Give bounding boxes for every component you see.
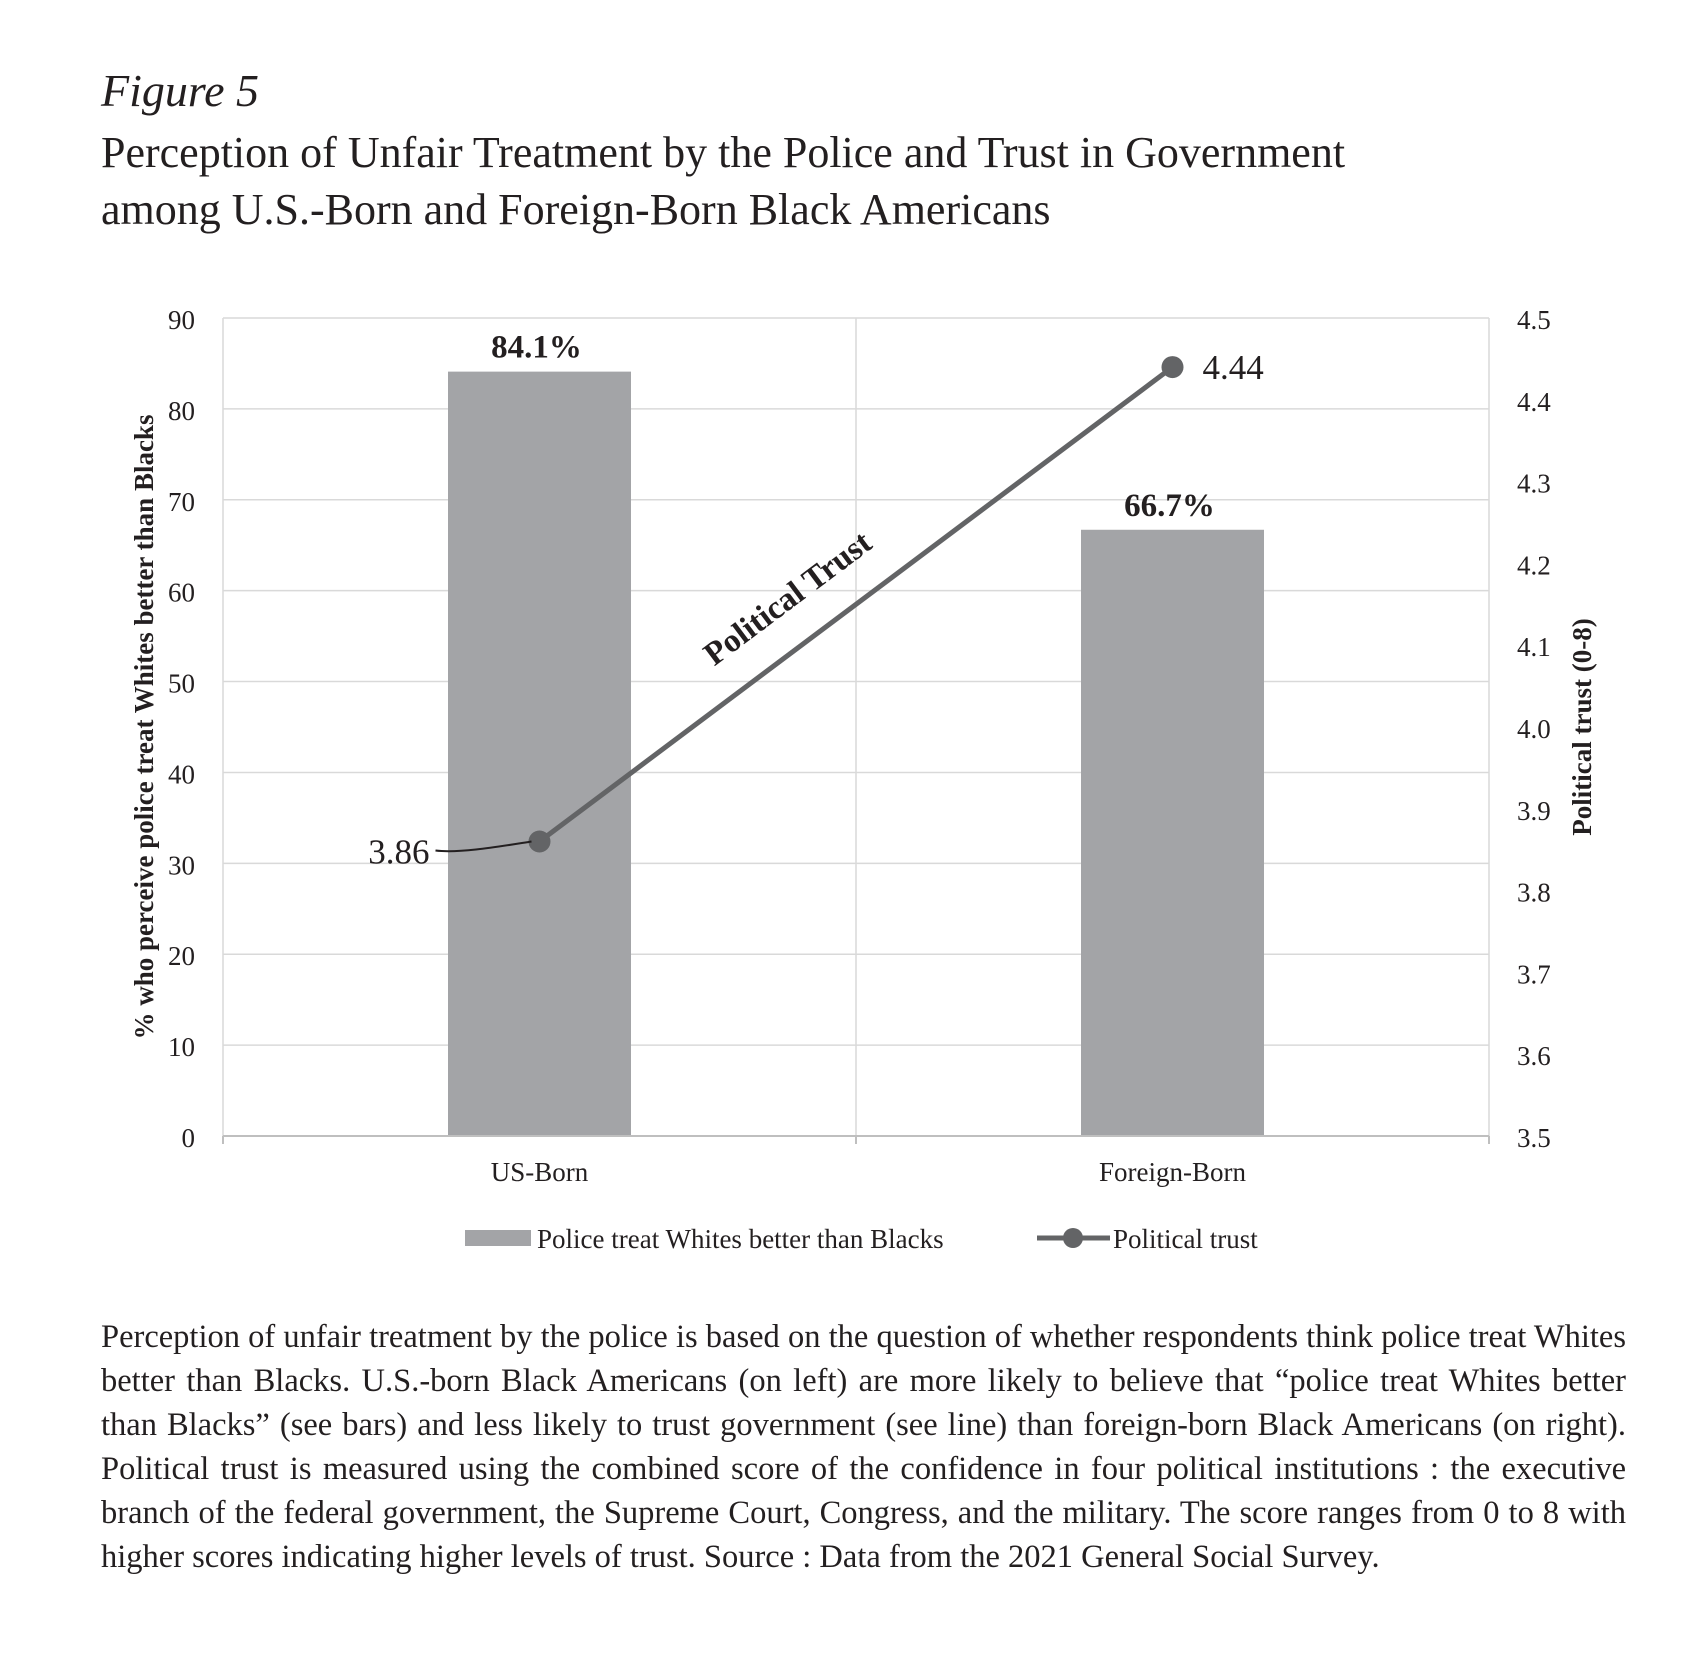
trust-point xyxy=(1161,356,1184,379)
figure-label: Figure 5 xyxy=(101,65,259,116)
right-tick-label: 3.7 xyxy=(1517,959,1551,989)
bars xyxy=(448,371,1264,1136)
trust-value-label: 3.86 xyxy=(368,833,429,872)
left-tick-label: 90 xyxy=(168,305,195,335)
legend-line-marker xyxy=(1063,1228,1083,1248)
left-tick-label: 40 xyxy=(168,759,195,789)
trust-line xyxy=(528,356,1184,853)
trust-label-leader xyxy=(435,840,532,853)
left-tick-label: 80 xyxy=(168,396,195,426)
legend: Police treat Whites better than Blacks Po… xyxy=(465,1224,1258,1254)
right-tick-label: 4.4 xyxy=(1517,387,1551,417)
x-category-label: US-Born xyxy=(491,1157,589,1187)
bar-value-label: 66.7% xyxy=(1124,488,1215,524)
right-tick-label: 3.9 xyxy=(1517,796,1551,826)
bar xyxy=(448,371,631,1136)
trust-line-path xyxy=(538,365,1174,844)
left-tick-label: 50 xyxy=(168,669,195,699)
left-tick-label: 70 xyxy=(168,487,195,517)
right-tick-label: 3.5 xyxy=(1517,1123,1551,1153)
legend-bar-label: Police treat Whites better than Blacks xyxy=(537,1224,944,1254)
right-tick-label: 3.6 xyxy=(1517,1041,1551,1071)
left-tick-label: 20 xyxy=(168,941,195,971)
right-tick-label: 4.0 xyxy=(1517,714,1551,744)
figure-title-line-2: among U.S.-Born and Foreign-Born Black A… xyxy=(101,185,1051,234)
left-tick-label: 10 xyxy=(168,1032,195,1062)
axes: 0 10 20 30 40 50 60 70 80 90 3.5 3.6 3.7 3.8 3.9 4.0 4.1… xyxy=(129,305,1597,1187)
left-axis-title: % who perceive police treat Whites bette… xyxy=(129,415,159,1040)
trust-point xyxy=(528,830,551,853)
right-tick-label: 4.2 xyxy=(1517,550,1551,580)
x-category-label: Foreign-Born xyxy=(1099,1157,1246,1187)
figure-title-line-1: Perception of Unfair Treatment by the Po… xyxy=(101,128,1346,177)
left-tick-label: 0 xyxy=(182,1123,196,1153)
bar xyxy=(1081,529,1264,1136)
right-tick-label: 4.5 xyxy=(1517,305,1551,335)
bar-value-label: 84.1% xyxy=(491,330,582,366)
legend-line-label: Political trust xyxy=(1113,1224,1258,1254)
combo-chart: 0 10 20 30 40 50 60 70 80 90 3.5 3.6 3.7 3.8 3.9 4.0 4.1… xyxy=(129,305,1597,1254)
right-tick-label: 3.8 xyxy=(1517,878,1551,908)
figure-title: Perception of Unfair Treatment by the Po… xyxy=(101,124,1601,238)
right-tick-label: 4.1 xyxy=(1517,632,1551,662)
figure-caption: Perception of unfair treatment by the po… xyxy=(101,1319,1626,1575)
trust-value-label: 4.44 xyxy=(1203,348,1264,387)
left-tick-label: 60 xyxy=(168,578,195,608)
left-tick-label: 30 xyxy=(168,850,195,880)
grid-lines xyxy=(222,317,1490,1137)
line-annotation: Political Trust xyxy=(697,525,878,673)
legend-bar-swatch xyxy=(465,1230,531,1246)
right-axis-title: Political trust (0-8) xyxy=(1567,618,1597,835)
right-tick-label: 4.3 xyxy=(1517,469,1551,499)
